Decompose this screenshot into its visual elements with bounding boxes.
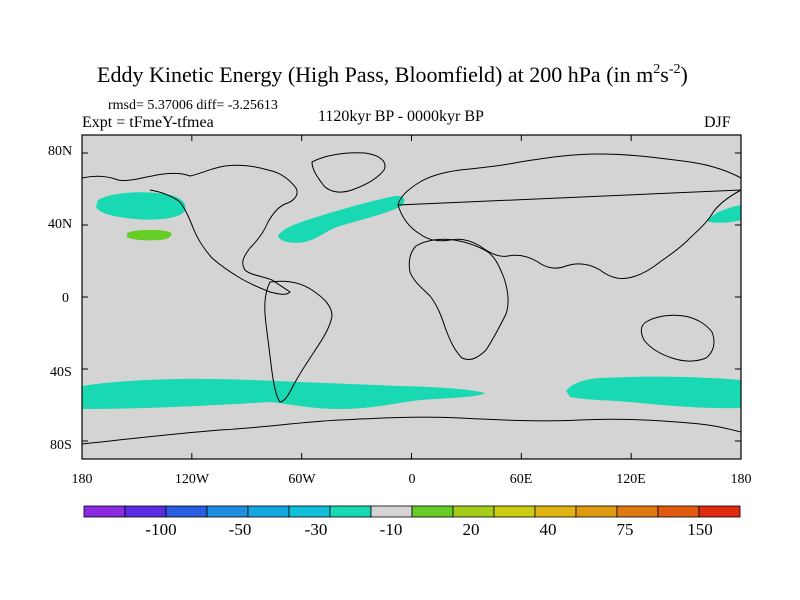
colorbar-swatch — [370, 505, 413, 518]
x-tick-label: 120W — [175, 472, 210, 487]
x-axis — [81, 135, 742, 459]
period-label: 1120kyr BP - 0000kyr BP — [318, 108, 484, 125]
y-tick-label: 80S — [50, 438, 72, 453]
colorbar — [83, 505, 741, 518]
coastlines — [81, 152, 742, 445]
region-north-pacific-decrease — [96, 192, 186, 220]
colorbar-swatch — [206, 505, 249, 518]
colorbar-swatch — [411, 505, 454, 518]
coastline-africa — [408, 238, 509, 361]
colorbar-label: -100 — [145, 520, 176, 539]
coastline-australia — [640, 314, 715, 362]
y-tick-label: 0 — [62, 291, 69, 306]
colorbar-label: -50 — [229, 520, 252, 539]
region-northeast-pacific-decrease — [707, 205, 741, 223]
colorbar-label: 40 — [540, 520, 557, 539]
colorbar-swatch — [657, 505, 700, 518]
coastline-north-america — [81, 164, 298, 295]
y-tick-label: 40S — [50, 365, 72, 380]
colorbar-swatch — [165, 505, 208, 518]
y-tick-label: 80N — [48, 144, 72, 159]
difference-regions — [82, 192, 741, 409]
x-tick-label: 0 — [409, 472, 416, 487]
colorbar-label: 20 — [463, 520, 480, 539]
coastline-greenland — [311, 152, 386, 193]
x-tick-label: 60W — [288, 472, 316, 487]
season-label: DJF — [704, 114, 731, 131]
colorbar-swatch — [124, 505, 167, 518]
region-north-pacific-increase — [127, 229, 172, 241]
colorbar-label: -30 — [305, 520, 328, 539]
coastline-south-america — [264, 280, 333, 403]
colorbar-label: 150 — [687, 520, 713, 539]
stats-label: rmsd= 5.37006 diff= -3.25613 — [108, 98, 278, 113]
colorbar-swatch — [83, 505, 126, 518]
colorbar-label: 75 — [617, 520, 634, 539]
region-north-atlantic-decrease — [278, 195, 405, 243]
colorbar-swatch — [288, 505, 331, 518]
colorbar-swatch — [452, 505, 495, 518]
colorbar-swatch — [534, 505, 577, 518]
colorbar-swatch — [698, 505, 741, 518]
colorbar-swatch — [575, 505, 618, 518]
region-southern-ocean-decrease-east — [566, 376, 741, 409]
x-tick-label: 60E — [510, 472, 533, 487]
x-tick-label: 120E — [616, 472, 646, 487]
colorbar-swatch — [493, 505, 536, 518]
x-tick-label: 180 — [72, 472, 93, 487]
y-tick-label: 40N — [48, 217, 72, 232]
x-tick-label: 180 — [731, 472, 752, 487]
experiment-label: Expt = tFmeY-tfmea — [82, 114, 214, 131]
colorbar-label: -10 — [380, 520, 403, 539]
y-axis — [82, 152, 741, 442]
colorbar-swatch — [329, 505, 372, 518]
figure-title: Eddy Kinetic Energy (High Pass, Bloomfie… — [97, 62, 688, 87]
region-southern-ocean-decrease-west — [82, 378, 485, 409]
colorbar-swatch — [616, 505, 659, 518]
colorbar-swatch — [247, 505, 290, 518]
coastline-antarctica — [81, 416, 742, 445]
map-background — [82, 135, 741, 459]
map-panel — [81, 134, 742, 460]
